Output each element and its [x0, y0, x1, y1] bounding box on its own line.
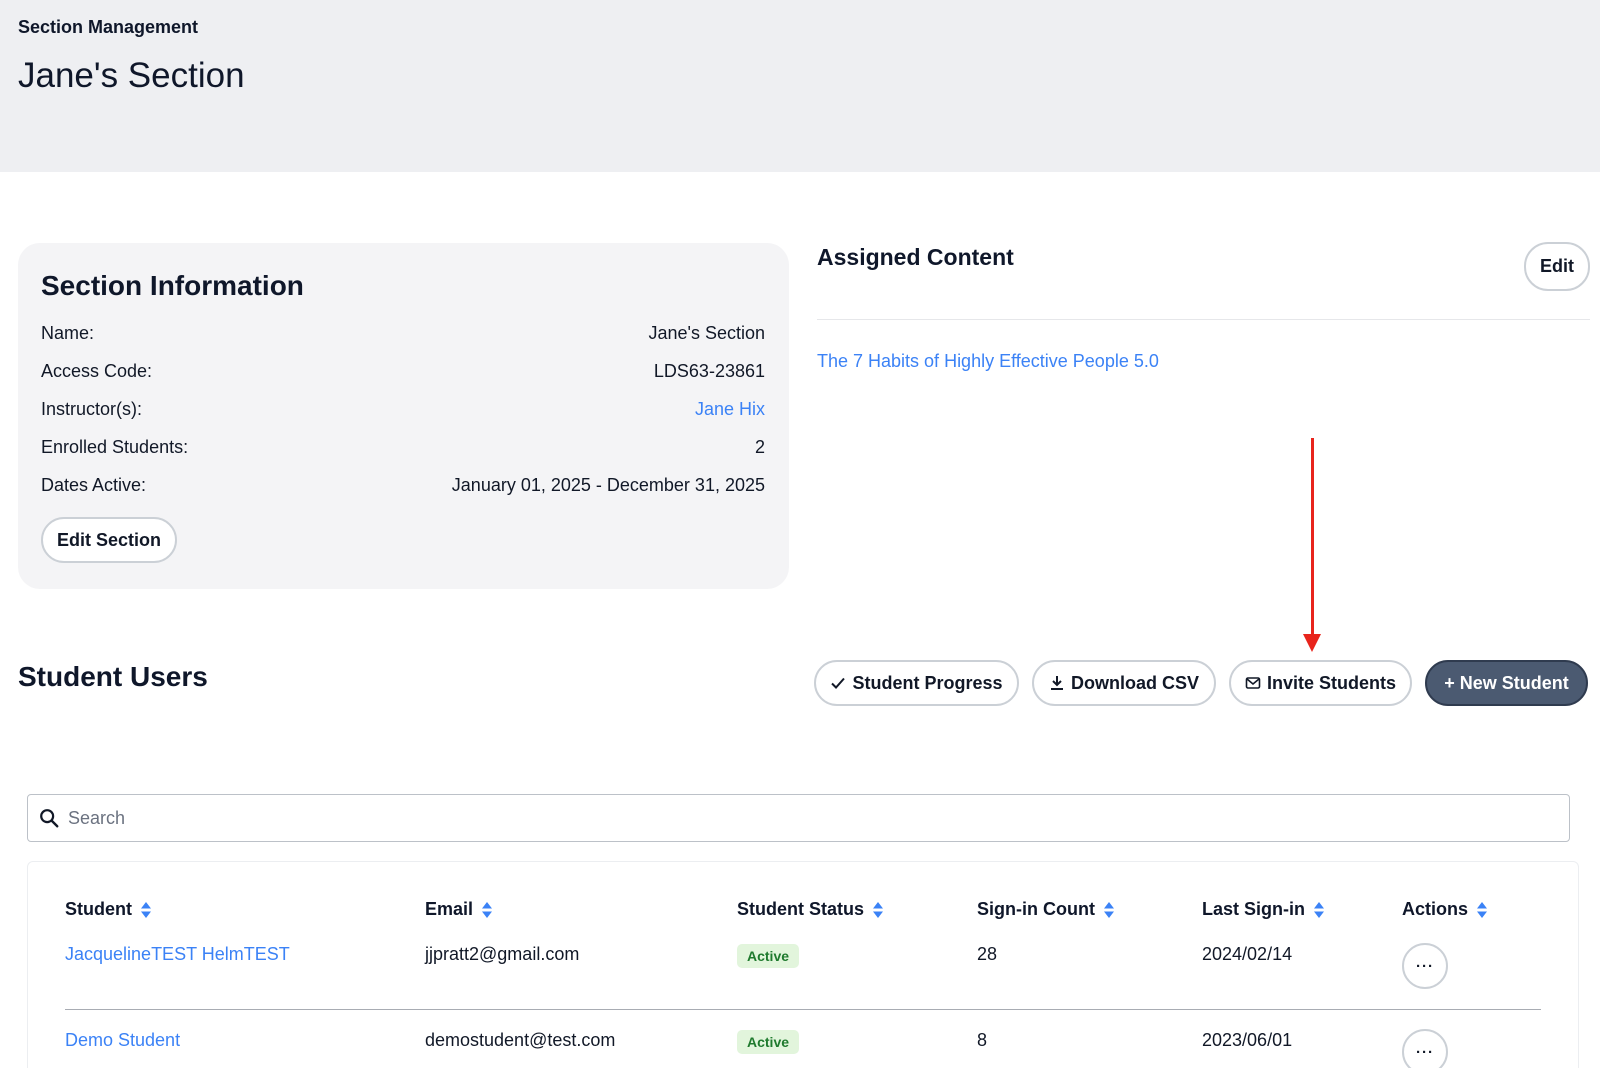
info-value-name: Jane's Section: [648, 322, 765, 343]
search-box: [27, 794, 1570, 842]
new-student-button[interactable]: + New Student: [1425, 660, 1588, 706]
sort-icon: [873, 901, 884, 918]
row-divider: [65, 1009, 1541, 1010]
sign-in-count: 28: [977, 944, 998, 964]
section-information-card: Section Information Name: Jane's Section…: [18, 243, 789, 589]
student-progress-button[interactable]: Student Progress: [814, 660, 1019, 706]
annotation-arrow-head: [1303, 634, 1321, 652]
search-icon: [40, 809, 59, 828]
info-value-enrolled: 2: [754, 436, 765, 457]
sign-in-count: 8: [977, 1030, 988, 1050]
section-information-heading: Section Information: [41, 270, 304, 301]
instructor-link[interactable]: Jane Hix: [694, 398, 765, 419]
student-progress-label: Student Progress: [852, 672, 1003, 693]
column-header-email[interactable]: Email: [425, 899, 493, 920]
status-badge: Active: [737, 1030, 800, 1054]
column-header-status-label: Student Status: [737, 899, 865, 919]
sort-icon: [482, 901, 493, 918]
column-header-sign-in-count[interactable]: Sign-in Count: [977, 899, 1115, 920]
search-input[interactable]: [68, 807, 1548, 829]
student-users-heading: Student Users: [18, 661, 208, 692]
page-header: Section Management Jane's Section: [0, 0, 1600, 172]
column-header-student-label: Student: [65, 899, 132, 919]
envelope-icon: [1245, 677, 1261, 689]
info-value-access-code: LDS63-23861: [653, 360, 765, 381]
info-row-access-code: Access Code: LDS63-23861: [41, 359, 765, 383]
edit-assigned-content-button[interactable]: Edit: [1524, 242, 1590, 291]
info-value-dates: January 01, 2025 - December 31, 2025: [451, 474, 765, 495]
checkmark-icon: [831, 677, 846, 689]
last-sign-in: 2024/02/14: [1202, 944, 1293, 964]
sort-icon: [1477, 901, 1488, 918]
student-name-link[interactable]: JacquelineTEST HelmTEST: [65, 944, 290, 964]
invite-students-label: Invite Students: [1266, 672, 1396, 693]
column-header-last-sign-in-label: Last Sign-in: [1202, 899, 1305, 919]
info-row-instructors: Instructor(s): Jane Hix: [41, 397, 765, 421]
invite-students-button[interactable]: Invite Students: [1229, 660, 1412, 706]
students-table: [27, 861, 1579, 1068]
info-label-dates: Dates Active:: [41, 474, 147, 495]
info-label-name: Name:: [41, 322, 95, 343]
sort-icon: [1314, 901, 1324, 918]
column-header-status[interactable]: Student Status: [737, 899, 884, 920]
download-csv-button[interactable]: Download CSV: [1032, 660, 1216, 706]
column-header-actions[interactable]: Actions: [1402, 899, 1488, 920]
student-email: demostudent@test.com: [425, 1030, 616, 1050]
column-header-actions-label: Actions: [1402, 899, 1469, 919]
edit-section-button[interactable]: Edit Section: [41, 517, 177, 563]
row-actions-button[interactable]: ···: [1402, 1029, 1448, 1068]
info-label-instructors: Instructor(s):: [41, 398, 143, 419]
row-actions-button[interactable]: ···: [1402, 943, 1448, 989]
info-row-enrolled: Enrolled Students: 2: [41, 435, 765, 459]
assigned-content-link[interactable]: The 7 Habits of Highly Effective People …: [817, 351, 1159, 371]
download-csv-label: Download CSV: [1070, 672, 1199, 693]
info-label-access-code: Access Code:: [41, 360, 153, 381]
student-name-link[interactable]: Demo Student: [65, 1030, 181, 1050]
info-row-dates: Dates Active: January 01, 2025 - Decembe…: [41, 473, 765, 497]
column-header-sign-in-count-label: Sign-in Count: [977, 899, 1095, 919]
column-header-last-sign-in[interactable]: Last Sign-in: [1202, 899, 1325, 920]
info-row-name: Name: Jane's Section: [41, 321, 765, 345]
annotation-arrow-line: [1311, 438, 1314, 636]
column-header-student[interactable]: Student: [65, 899, 152, 920]
assigned-content-heading: Assigned Content: [817, 244, 1014, 270]
info-label-enrolled: Enrolled Students:: [41, 436, 189, 457]
sort-icon: [1103, 901, 1114, 918]
sort-icon: [141, 901, 151, 918]
breadcrumb[interactable]: Section Management: [18, 17, 199, 37]
student-email: jjpratt2@gmail.com: [425, 944, 580, 964]
divider: [817, 319, 1590, 320]
last-sign-in: 2023/06/01: [1202, 1030, 1293, 1050]
page-title: Jane's Section: [18, 56, 245, 95]
download-icon: [1050, 676, 1063, 690]
column-header-email-label: Email: [425, 899, 474, 919]
status-badge: Active: [737, 944, 800, 968]
